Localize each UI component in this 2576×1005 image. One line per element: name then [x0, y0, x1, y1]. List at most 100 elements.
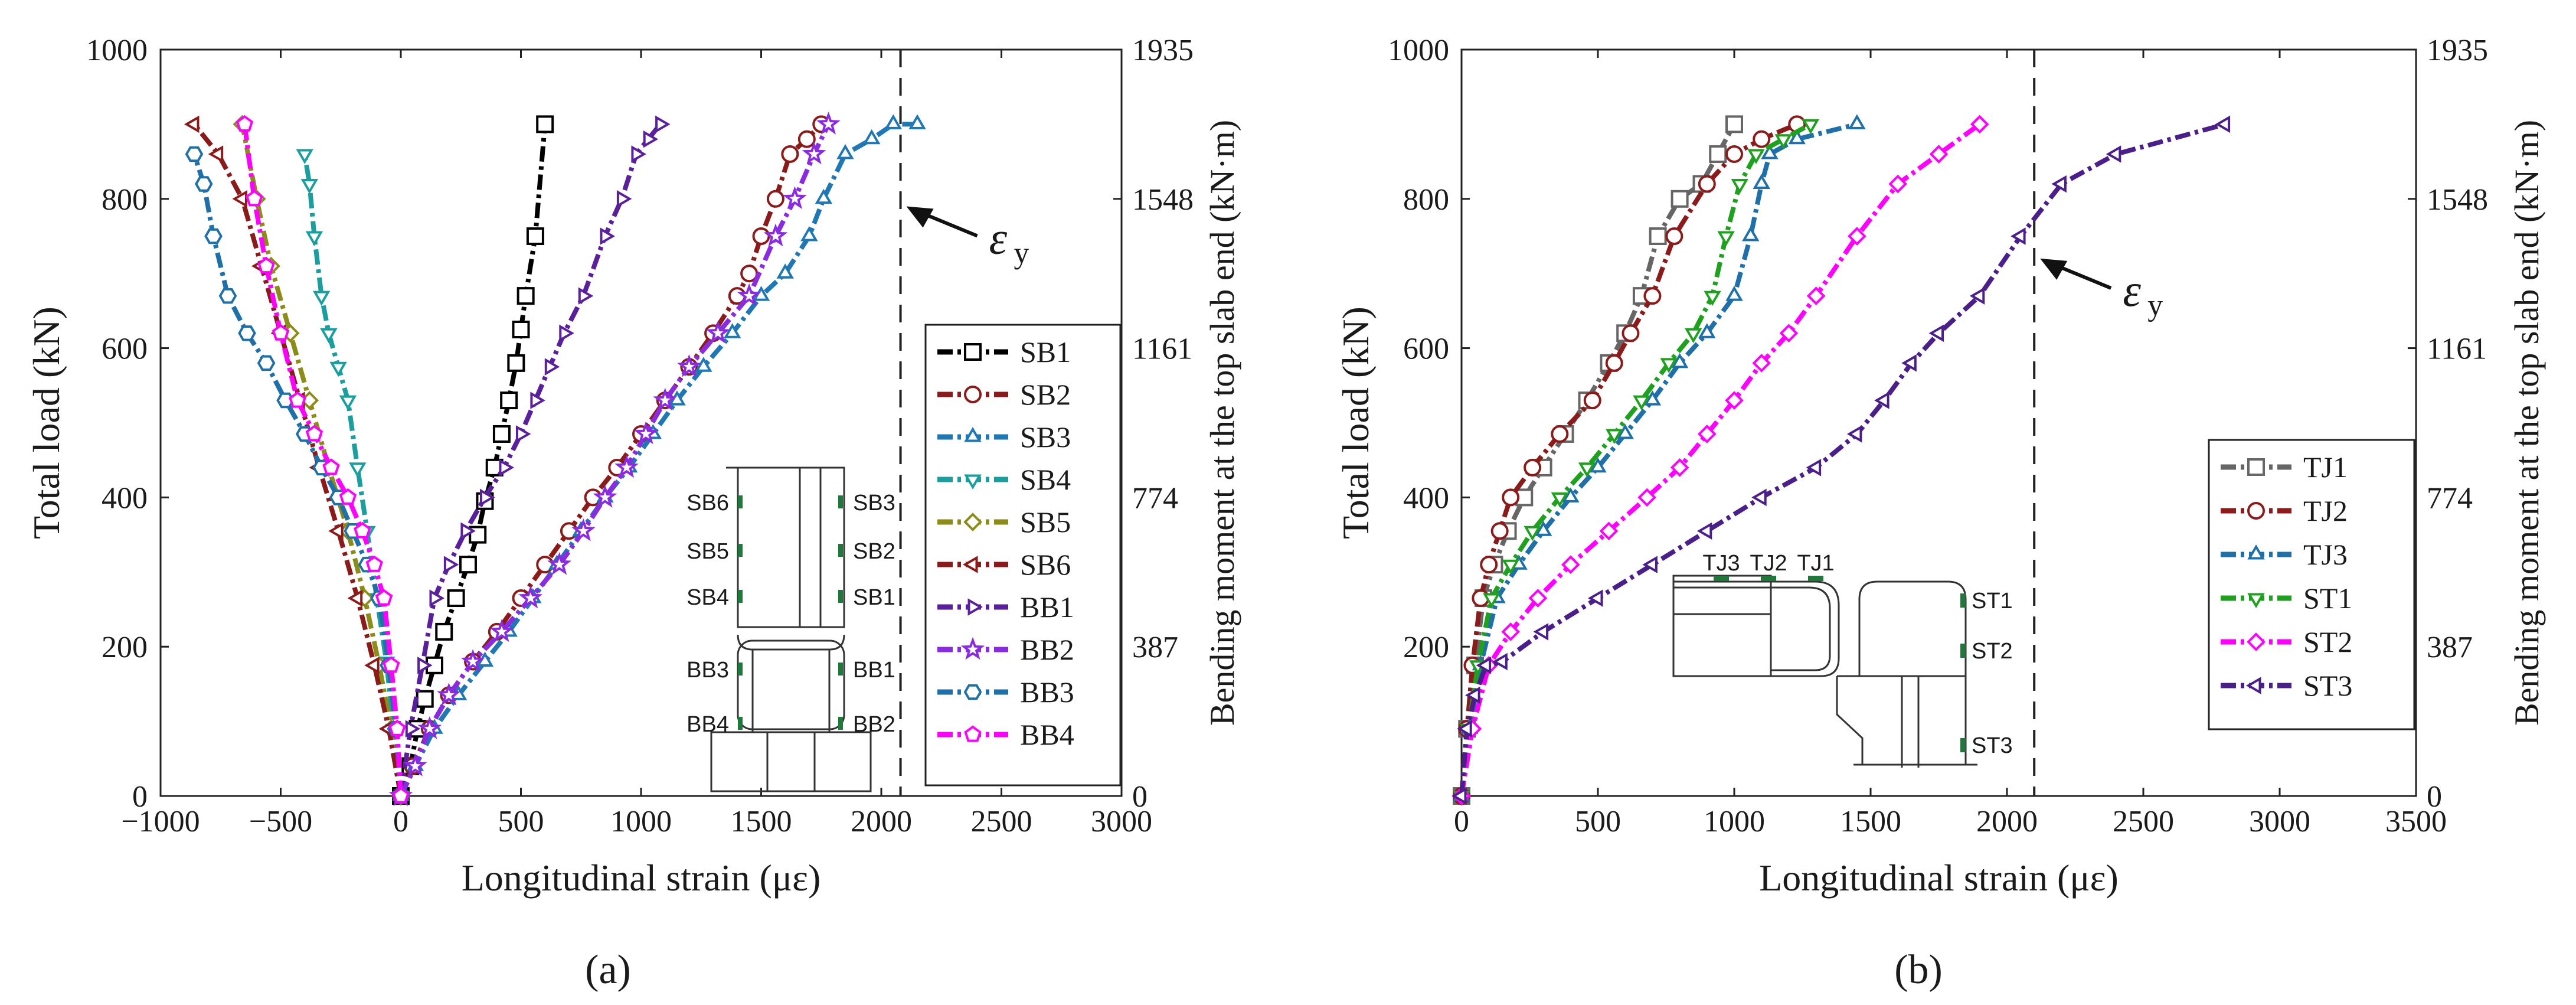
- data-point-sb1: [536, 115, 554, 133]
- inset-label-sb1: SB1: [853, 585, 895, 610]
- data-point-bb2: [783, 186, 807, 210]
- data-point-st3: [1901, 354, 1917, 372]
- data-point-tj2: [1665, 227, 1683, 245]
- y2-axis-title: Bending moment at the top slab end (kN·m…: [2508, 120, 2546, 726]
- y-tick-label: 200: [1403, 631, 1449, 664]
- x-tick-label: 3000: [1091, 805, 1152, 838]
- data-point-st2: [1752, 354, 1771, 373]
- data-point-tj3: [1698, 323, 1716, 338]
- data-point-bb1: [600, 227, 615, 245]
- data-point-tj3: [1761, 143, 1779, 159]
- data-point-sb6: [347, 589, 363, 607]
- series-line-bb4: [242, 123, 403, 797]
- data-point-sb2: [752, 227, 770, 245]
- data-point-st2: [1528, 589, 1548, 608]
- x-tick-label: −500: [249, 805, 312, 838]
- data-point-sb4: [329, 361, 347, 377]
- inset-label-bb4: BB4: [687, 712, 729, 737]
- data-point-bb2: [437, 683, 461, 706]
- data-point-bb2: [633, 421, 658, 445]
- inset-label-bb3: BB3: [687, 658, 729, 683]
- y2-tick-label: 774: [2427, 481, 2473, 515]
- legend-label-st3: ST3: [2303, 669, 2352, 702]
- data-point-bb1: [616, 190, 632, 208]
- yield-strain-label: ε: [989, 212, 1008, 263]
- data-point-sb4: [305, 231, 323, 247]
- data-point-st3: [1476, 657, 1492, 674]
- inset-label-bb2: BB2: [853, 712, 895, 737]
- data-point-bb2: [816, 112, 841, 135]
- data-point-st3: [1465, 686, 1480, 704]
- x-tick-label: 3500: [2385, 805, 2447, 838]
- legend-label-sb4: SB4: [1020, 463, 1071, 496]
- data-point-st3: [1452, 787, 1467, 805]
- y-axis-title: Total load (kN): [1335, 306, 1377, 539]
- data-point-bb1: [530, 391, 545, 409]
- data-point-st2: [1599, 521, 1619, 541]
- y2-tick-label: 1548: [2427, 183, 2488, 217]
- data-point-bb4: [236, 115, 254, 132]
- y-tick-label: 1000: [86, 34, 148, 67]
- data-point-st3: [1492, 652, 1508, 671]
- data-point-tj2: [1502, 488, 1520, 507]
- data-point-bb4: [305, 425, 323, 442]
- data-point-bb4: [354, 521, 371, 539]
- data-point-bb2: [417, 716, 442, 739]
- y-tick-label: 0: [132, 780, 148, 814]
- data-point-st2: [1779, 324, 1799, 343]
- legend-label-tj1: TJ1: [2303, 451, 2348, 484]
- inset-label-sb5: SB5: [687, 539, 729, 564]
- data-point-tj3: [1643, 390, 1662, 406]
- data-point-bb4: [375, 589, 393, 606]
- data-point-sb4: [296, 149, 313, 164]
- x-tick-label: 1000: [1704, 805, 1765, 838]
- panel-a-inset-diagram: SB6 SB3 SB5 SB2 SB4 SB1 BB3 BB1 BB4 BB2: [687, 466, 895, 792]
- legend-marker-sb6: [963, 556, 978, 573]
- y2-tick-label: 0: [2427, 780, 2442, 814]
- x-tick-label: 1500: [1840, 805, 1901, 838]
- data-point-tj2: [1524, 458, 1542, 477]
- panel-b: 0 500 1000 1500 2000 2500 3000 3500 200 400 600 800…: [1335, 34, 2546, 993]
- data-point-sb3: [776, 263, 794, 279]
- data-point-tj2: [1490, 522, 1509, 540]
- y-tick-label: 800: [1403, 183, 1449, 217]
- data-point-sb4: [320, 328, 338, 344]
- data-point-bb2: [518, 585, 543, 609]
- series-line-st1: [1459, 122, 1812, 797]
- data-point-tj1: [1709, 145, 1727, 163]
- data-point-bb4: [383, 656, 400, 673]
- data-point-st1: [1731, 179, 1748, 194]
- data-point-tj2: [1605, 354, 1623, 372]
- series-line-bb2: [398, 123, 831, 797]
- y-tick-label: 600: [1403, 332, 1449, 366]
- data-point-bb4: [365, 555, 383, 572]
- data-point-sb3: [884, 114, 903, 129]
- data-point-st1: [1704, 291, 1721, 306]
- data-point-bb1: [578, 287, 594, 305]
- x-tick-label: 500: [498, 805, 544, 838]
- data-point-bb1: [417, 657, 433, 674]
- legend-box: [924, 324, 1122, 787]
- data-point-bb4: [388, 719, 406, 736]
- data-point-bb2: [614, 455, 639, 478]
- legend-marker-tj3: [2247, 544, 2265, 560]
- data-point-st1: [1633, 395, 1650, 411]
- data-point-bb2: [403, 753, 427, 776]
- data-point-sb1: [492, 425, 511, 443]
- data-point-sb1: [516, 287, 535, 305]
- data-point-tj1: [1725, 115, 1743, 133]
- legend-label-st1: ST1: [2303, 582, 2352, 615]
- x-axis-title: Longitudinal strain (με): [462, 857, 821, 899]
- y-tick-label: 1000: [1388, 34, 1449, 67]
- data-point-bb2: [547, 552, 571, 575]
- legend-marker-sb4: [964, 474, 982, 490]
- data-point-sb2: [536, 556, 554, 574]
- data-point-bb4: [322, 458, 340, 475]
- yield-strain-label: ε: [2123, 265, 2141, 316]
- legend-marker-st2: [2247, 632, 2266, 651]
- series-line-sb3: [398, 122, 917, 797]
- data-point-st3: [1457, 720, 1472, 738]
- data-point-bb2: [677, 354, 701, 377]
- y-tick-label: 600: [102, 332, 148, 366]
- data-point-tj3: [1742, 226, 1760, 242]
